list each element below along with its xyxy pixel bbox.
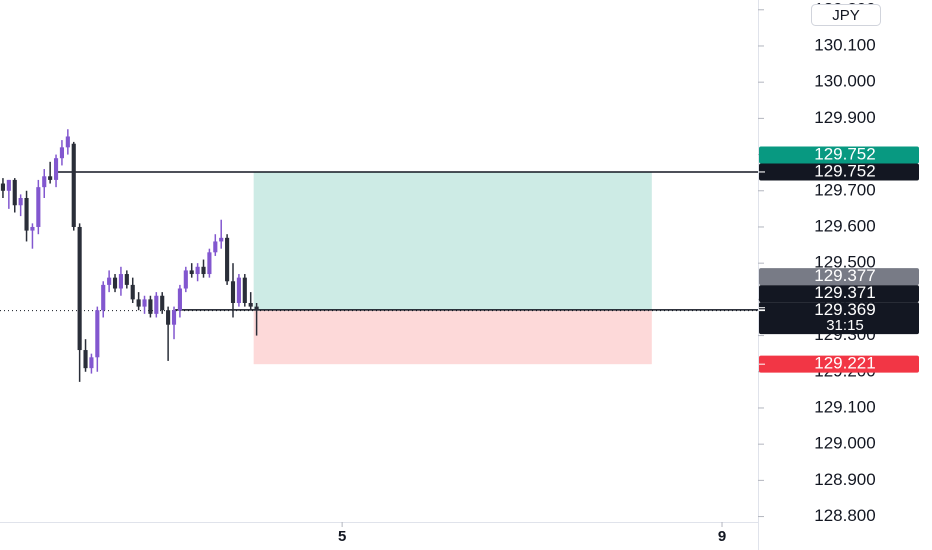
candle-body	[36, 187, 41, 227]
candle-body	[89, 357, 94, 369]
price-badge-label: 129.752	[814, 144, 875, 163]
candle-body	[201, 266, 206, 275]
candle-body	[24, 198, 29, 231]
currency-box[interactable]	[811, 4, 881, 26]
candle-body	[148, 299, 153, 314]
price-badge-label: 129.371	[814, 283, 875, 302]
candle-body	[166, 310, 171, 325]
candle-body	[101, 284, 106, 311]
y-tick-label: 130.000	[814, 72, 875, 91]
candle-body	[124, 274, 129, 285]
candle-body	[0, 183, 6, 191]
currency-label[interactable]: JPY	[832, 7, 860, 24]
y-tick-label: 128.900	[814, 470, 875, 489]
candle-body	[254, 306, 259, 311]
candle-body	[248, 302, 253, 307]
candle-body	[183, 270, 188, 289]
y-tick-label: 129.000	[814, 434, 875, 453]
candle-body	[142, 299, 147, 307]
candle-body	[118, 274, 123, 289]
price-badge-label: 129.377	[814, 266, 875, 285]
currency-button[interactable]: JPY	[811, 4, 881, 26]
candle-body	[242, 277, 247, 303]
price-badge-label: 129.221	[814, 354, 875, 373]
candle-body	[71, 143, 76, 227]
candle-body	[59, 147, 65, 159]
price-badge-label: 129.752	[814, 161, 875, 180]
y-tick-label: 129.600	[814, 216, 875, 235]
candle-body	[6, 179, 11, 191]
y-tick-label: 129.500	[814, 253, 875, 272]
candle-body	[136, 299, 141, 307]
price-badge	[759, 146, 919, 164]
y-tick-label: 129.900	[814, 108, 875, 127]
y-tick-label: 129.700	[814, 180, 875, 199]
plot-area	[0, 129, 758, 382]
candle-body	[207, 252, 212, 275]
x-tick-label: 5	[338, 528, 346, 545]
candle-body	[189, 270, 194, 275]
candle-body	[160, 295, 165, 311]
candle-body	[83, 350, 88, 369]
candle-body	[154, 295, 159, 314]
y-tick-label: 128.800	[814, 506, 875, 525]
candle-body	[95, 310, 100, 358]
profit-zone	[253, 171, 652, 311]
price-badge	[759, 268, 919, 286]
loss-zone	[253, 310, 652, 365]
candle-body	[225, 237, 230, 282]
candle-body	[65, 136, 70, 148]
price-badge	[759, 163, 919, 181]
countdown-label: 31:15	[826, 317, 864, 334]
candle-body	[112, 277, 118, 289]
candle-body	[219, 237, 224, 242]
candle-body	[230, 281, 236, 303]
price-badge-label: 129.369	[814, 300, 875, 319]
candle-body	[130, 284, 135, 300]
candle-body	[18, 198, 23, 206]
x-tick-label: 9	[718, 528, 726, 545]
y-tick-label: 130.100	[814, 35, 875, 54]
candle-body	[213, 241, 218, 253]
candle-body	[12, 179, 17, 206]
candle-body	[30, 226, 35, 231]
candle-body	[42, 176, 47, 188]
candle-body	[177, 288, 182, 311]
y-tick-label: 129.100	[814, 397, 875, 416]
candle-body	[236, 277, 241, 303]
price-badge	[759, 302, 919, 335]
candle-body	[77, 226, 82, 351]
candle-body	[53, 158, 59, 180]
candle-body	[171, 310, 177, 325]
candle-body	[48, 176, 53, 180]
candle-body	[107, 277, 112, 285]
price-badge	[759, 355, 919, 373]
price-badge	[759, 285, 919, 303]
candle-body	[195, 266, 200, 275]
